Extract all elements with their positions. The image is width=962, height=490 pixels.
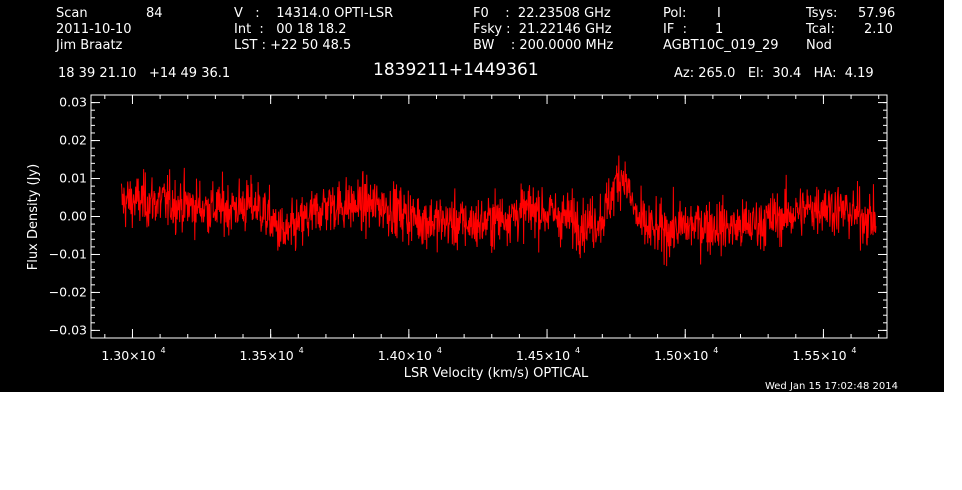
y-tick-label: 0.02 (59, 133, 87, 148)
pointing-info: Az: 265.0 El: 30.4 HA: 4.19 (674, 66, 874, 81)
axes (90, 94, 888, 339)
integration-line: Int : 00 18 18.2 (234, 22, 347, 37)
if-value: 1 (715, 22, 724, 37)
observation-date: 2011-10-10 (56, 22, 132, 37)
y-tick-label: 0.01 (59, 171, 87, 186)
y-axis-label: Flux Density (Jy) (26, 164, 41, 270)
chart-title: 1839211+1449361 (373, 60, 539, 80)
tick-labels: 1.30×10 4 1.35×10 4 1.40×10 4 1.45×10 4 1.50×10 4… (49, 95, 857, 363)
x-tick-label: 1.30×10 (101, 348, 155, 363)
if-label: IF : (663, 22, 687, 37)
y-tick-label: −0.01 (49, 246, 87, 261)
tcal-value: 2.10 (864, 22, 893, 37)
y-tick-label: −0.02 (49, 284, 87, 299)
y-tick-label: 0.00 (59, 209, 87, 224)
scan-label: Scan (56, 6, 88, 21)
project-id: AGBT10C_019_29 (663, 38, 779, 53)
x-axis-label: LSR Velocity (km/s) OPTICAL (404, 366, 589, 381)
series-group (120, 155, 877, 267)
pol-label: Pol: (663, 6, 687, 21)
pol-value: I (717, 6, 721, 21)
fsky-line: Fsky : 21.22146 GHz (473, 22, 612, 37)
observing-mode: Nod (806, 38, 832, 53)
observer-name: Jim Braatz (56, 38, 123, 53)
x-tick-exponent: 4 (437, 346, 442, 355)
tsys-label: Tsys: (806, 6, 838, 21)
x-tick-exponent: 4 (575, 346, 580, 355)
tcal-label: Tcal: (806, 22, 835, 37)
spectrum-line (120, 155, 877, 267)
plot-panel: Scan 84 2011-10-10 Jim Braatz V : 14314.… (0, 0, 944, 392)
f0-line: F0 : 22.23508 GHz (473, 6, 611, 21)
spectrum-chart: 1.30×10 4 1.35×10 4 1.40×10 4 1.45×10 4 1.50×10 4… (26, 94, 898, 392)
bandwidth-line: BW : 200.0000 MHz (473, 38, 614, 53)
y-tick-label: 0.03 (59, 95, 87, 110)
x-tick-label: 1.45×10 (516, 348, 570, 363)
x-tick-label: 1.55×10 (792, 348, 846, 363)
y-tick-label: −0.03 (49, 322, 87, 337)
scan-value: 84 (146, 6, 163, 21)
x-tick-exponent: 4 (299, 346, 304, 355)
lst-line: LST : +22 50 48.5 (234, 38, 352, 53)
x-tick-exponent: 4 (851, 346, 856, 355)
x-tick-exponent: 4 (713, 346, 718, 355)
x-tick-label: 1.40×10 (378, 348, 432, 363)
x-tick-label: 1.50×10 (654, 348, 708, 363)
x-tick-label: 1.35×10 (240, 348, 294, 363)
source-coordinates: 18 39 21.10 +14 49 36.1 (58, 66, 231, 81)
tsys-value: 57.96 (858, 6, 896, 21)
velocity-line: V : 14314.0 OPTI-LSR (234, 6, 394, 21)
timestamp: Wed Jan 15 17:02:48 2014 (765, 381, 898, 392)
x-tick-exponent: 4 (160, 346, 165, 355)
